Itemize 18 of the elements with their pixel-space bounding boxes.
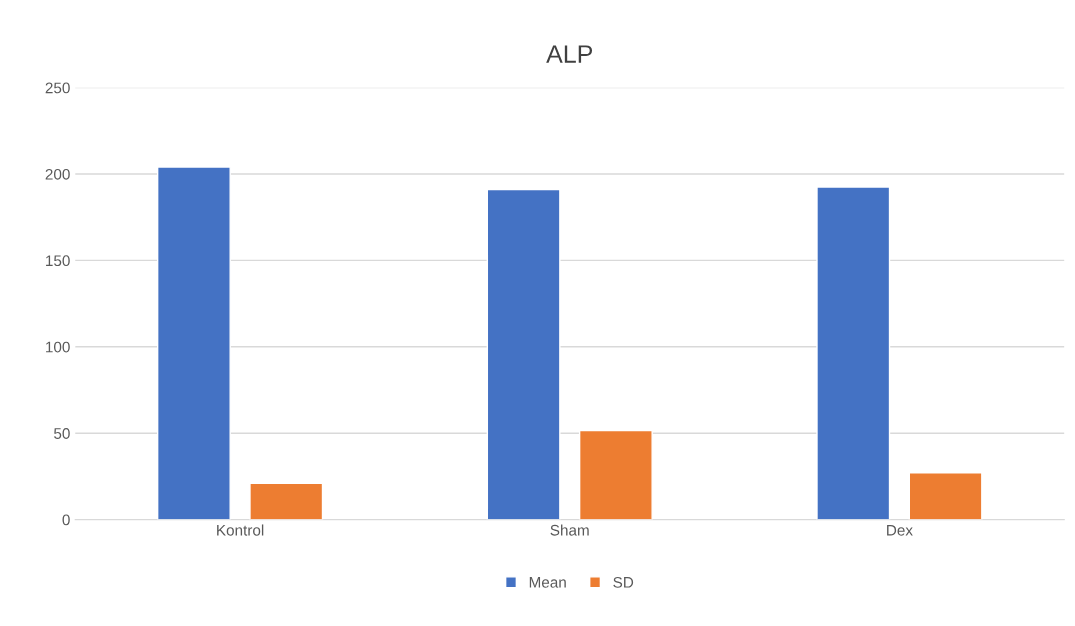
bar: [486, 188, 561, 520]
legend-label: Mean: [529, 577, 566, 588]
bar: [249, 482, 324, 520]
y-tick-label: 0: [62, 514, 70, 526]
y-tick-label: 200: [45, 168, 70, 180]
y-tick-label: 150: [46, 255, 70, 267]
y-tick-label: 50: [54, 428, 70, 439]
x-tick-label: Dex: [887, 525, 913, 536]
bar: [156, 166, 231, 520]
bar: [908, 472, 983, 520]
y-tick-label: 100: [46, 341, 70, 353]
chart-title: ALP: [546, 45, 593, 63]
bar: [816, 186, 891, 520]
bar: [578, 429, 653, 520]
x-tick-label: Kontrol: [217, 524, 264, 536]
y-tick-label: 250: [45, 82, 70, 94]
legend-label: SD: [613, 576, 634, 588]
x-tick-label: Sham: [550, 524, 589, 536]
